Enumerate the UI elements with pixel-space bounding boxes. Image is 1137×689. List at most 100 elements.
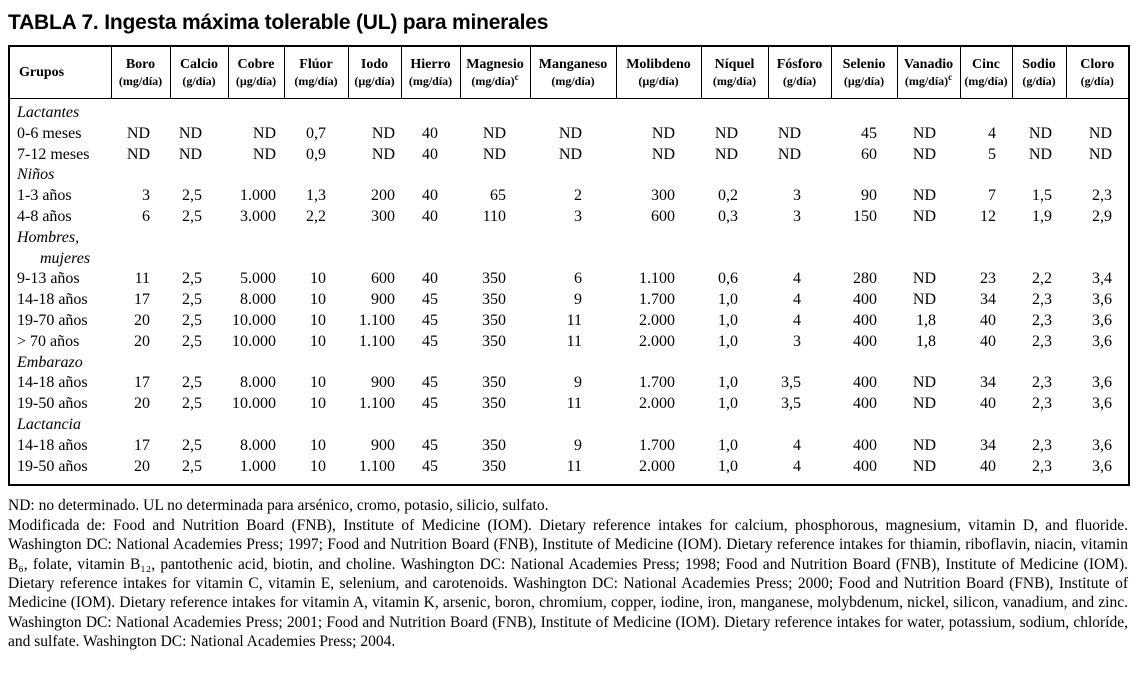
cell-manganeso: 11 bbox=[566, 311, 582, 329]
column-unit: (µg/día) bbox=[638, 74, 679, 88]
cell-cinc: 40 bbox=[980, 332, 996, 350]
group-row: Hombres, bbox=[9, 228, 1129, 249]
column-unit: (µg/día) bbox=[235, 74, 277, 88]
column-name: Sodio bbox=[1022, 57, 1056, 72]
cell-fosforo: 3,5 bbox=[781, 374, 801, 392]
cell-calcio: 2,5 bbox=[182, 332, 202, 350]
cell-calcio: 2,5 bbox=[182, 374, 202, 392]
group-label: Hombres, bbox=[17, 228, 80, 246]
cell-calcio: 2,5 bbox=[182, 187, 202, 205]
cell-cobre: 10.000 bbox=[232, 395, 276, 413]
cell-selenio: 400 bbox=[853, 311, 877, 329]
column-name: Iodo bbox=[360, 57, 389, 72]
cell-boro: 20 bbox=[134, 457, 150, 475]
cell-manganeso: 3 bbox=[574, 207, 582, 225]
cell-sodio: 2,2 bbox=[1032, 270, 1052, 288]
cell-fosforo: ND bbox=[777, 145, 801, 163]
column-name: Molibdeno bbox=[626, 57, 691, 72]
cell-boro: 20 bbox=[134, 395, 150, 413]
cell-vanadio: 1,8 bbox=[916, 332, 936, 350]
column-unit: (µg/día) bbox=[843, 74, 885, 88]
cell-molibdeno: 300 bbox=[651, 187, 675, 205]
row-label: 19-50 años bbox=[17, 395, 88, 413]
minerals-table: Grupos Boro (mg/día) Calcio (g/día) Cobre (µg/… bbox=[8, 45, 1130, 487]
cell-niquel: ND bbox=[714, 145, 738, 163]
group-row: Lactantes bbox=[9, 99, 1129, 124]
cell-iodo: 900 bbox=[371, 374, 395, 392]
nd-footnote: ND: no determinado. UL no determinada pa… bbox=[8, 497, 549, 515]
cell-cloro: 3,6 bbox=[1092, 332, 1112, 350]
column-header-calcio: Calcio (g/día) bbox=[170, 46, 229, 99]
cell-boro: 17 bbox=[134, 374, 150, 392]
column-name: Boro bbox=[125, 57, 156, 72]
cell-selenio: 400 bbox=[853, 395, 877, 413]
column-unit: (mg/día)c bbox=[471, 72, 519, 89]
cell-cobre: ND bbox=[252, 145, 276, 163]
cell-molibdeno: ND bbox=[651, 145, 675, 163]
column-header-molibdeno: Molibdeno (µg/día) bbox=[616, 46, 702, 99]
cell-selenio: 400 bbox=[853, 332, 877, 350]
column-name: Manganeso bbox=[538, 57, 608, 72]
cell-manganeso: ND bbox=[558, 145, 582, 163]
cell-fluor: 10 bbox=[310, 332, 326, 350]
cell-niquel: 1,0 bbox=[718, 457, 738, 475]
column-name: Níquel bbox=[714, 57, 755, 72]
cell-sodio: 2,3 bbox=[1032, 291, 1052, 309]
cell-sodio: 1,5 bbox=[1032, 187, 1052, 205]
cell-selenio: 400 bbox=[853, 457, 877, 475]
cell-magnesio: 350 bbox=[482, 291, 506, 309]
cell-fluor: 10 bbox=[310, 395, 326, 413]
cell-cinc: 40 bbox=[980, 395, 996, 413]
cell-magnesio: 350 bbox=[482, 457, 506, 475]
footnotes: ND: no determinado. UL no determinada pa… bbox=[8, 496, 1128, 651]
header-row: Grupos Boro (mg/día) Calcio (g/día) Cobre (µg/… bbox=[9, 46, 1129, 99]
cell-cobre: 10.000 bbox=[232, 311, 276, 329]
cell-boro: 11 bbox=[134, 270, 150, 288]
cell-calcio: 2,5 bbox=[182, 457, 202, 475]
cell-fosforo: 4 bbox=[793, 291, 801, 309]
cell-cinc: 34 bbox=[980, 436, 996, 454]
cell-fosforo: 4 bbox=[793, 457, 801, 475]
cell-boro: ND bbox=[126, 145, 150, 163]
cell-fluor: 10 bbox=[310, 270, 326, 288]
row-label: 1-3 años bbox=[17, 187, 72, 205]
cell-fosforo: 3 bbox=[793, 207, 801, 225]
cell-molibdeno: ND bbox=[651, 124, 675, 142]
cell-fluor: 10 bbox=[310, 291, 326, 309]
cell-boro: 20 bbox=[134, 332, 150, 350]
column-unit: (µg/día) bbox=[354, 74, 395, 88]
column-unit: (mg/día) bbox=[712, 74, 757, 88]
cell-molibdeno: 2.000 bbox=[639, 332, 675, 350]
cell-hierro: 45 bbox=[422, 332, 438, 350]
cell-iodo: 900 bbox=[371, 291, 395, 309]
table-row: 19-50 años 20 2,5 10.000 10 1.100 45 350 11 2.000… bbox=[9, 394, 1129, 415]
row-label: 14-18 años bbox=[17, 436, 88, 454]
cell-molibdeno: 600 bbox=[651, 207, 675, 225]
group-row: Embarazo bbox=[9, 353, 1129, 374]
cell-boro: ND bbox=[126, 124, 150, 142]
cell-cloro: 3,6 bbox=[1092, 291, 1112, 309]
table-body: Lactantes 0-6 meses ND ND ND 0,7 ND 40 ND ND ND ND N… bbox=[9, 99, 1129, 486]
cell-vanadio: ND bbox=[912, 187, 936, 205]
cell-cobre: 1.000 bbox=[240, 457, 276, 475]
column-unit: (mg/día) bbox=[964, 74, 1008, 88]
table-row: 19-50 años 20 2,5 1.000 10 1.100 45 350 11 2.000 1… bbox=[9, 457, 1129, 486]
cell-fluor: 0,9 bbox=[306, 145, 326, 163]
cell-manganeso: 2 bbox=[574, 187, 582, 205]
cell-hierro: 45 bbox=[422, 311, 438, 329]
cell-manganeso: 9 bbox=[574, 291, 582, 309]
row-label: 19-70 años bbox=[17, 311, 88, 329]
cell-niquel: 1,0 bbox=[718, 291, 738, 309]
cell-vanadio: ND bbox=[912, 207, 936, 225]
cell-magnesio: 65 bbox=[490, 187, 506, 205]
group-row: Niños bbox=[9, 165, 1129, 186]
cell-hierro: 45 bbox=[422, 457, 438, 475]
cell-manganeso: 6 bbox=[574, 270, 582, 288]
cell-selenio: 400 bbox=[853, 436, 877, 454]
cell-cobre: 10.000 bbox=[232, 332, 276, 350]
column-unit: (mg/día) bbox=[551, 74, 595, 88]
cell-hierro: 45 bbox=[422, 436, 438, 454]
cell-iodo: 1.100 bbox=[359, 457, 395, 475]
cell-cloro: 3,4 bbox=[1092, 270, 1112, 288]
cell-magnesio: 350 bbox=[482, 374, 506, 392]
